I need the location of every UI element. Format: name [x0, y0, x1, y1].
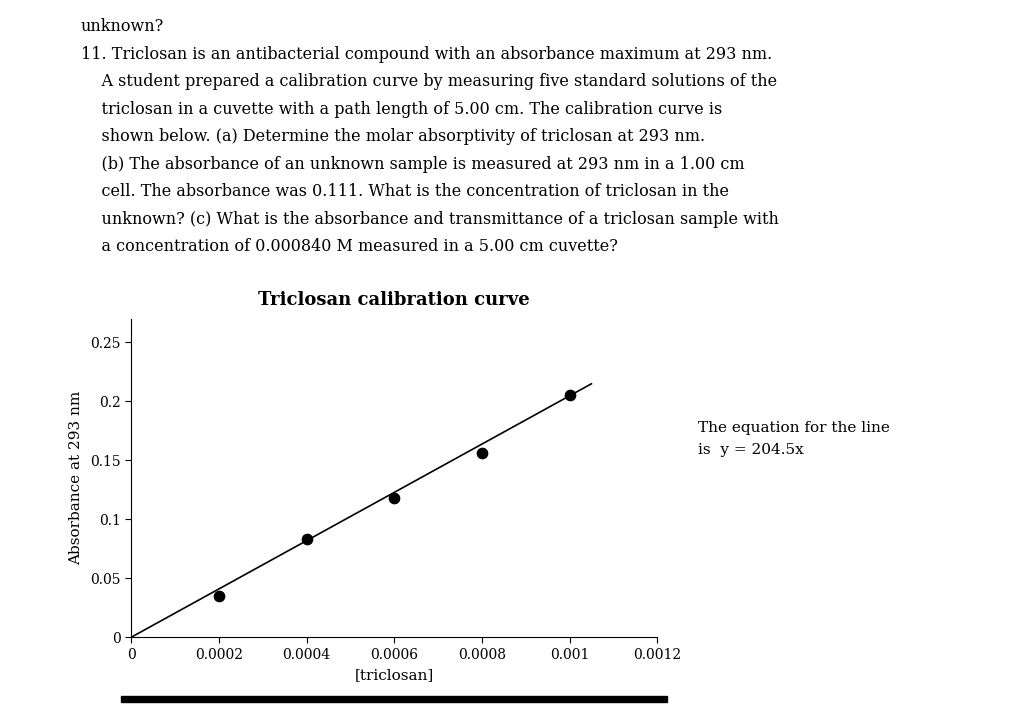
Text: shown below. (a) Determine the molar absorptivity of triclosan at 293 nm.: shown below. (a) Determine the molar abs…: [81, 128, 705, 145]
X-axis label: [triclosan]: [triclosan]: [355, 668, 434, 683]
Text: cell. The absorbance was 0.111. What is the concentration of triclosan in the: cell. The absorbance was 0.111. What is …: [81, 183, 729, 200]
Point: [386, 492, 402, 504]
Title: Triclosan calibration curve: Triclosan calibration curve: [259, 290, 530, 308]
Point: [561, 390, 577, 401]
Point: [474, 447, 490, 459]
Text: triclosan in a cuvette with a path length of 5.00 cm. The calibration curve is: triclosan in a cuvette with a path lengt…: [81, 101, 722, 117]
Text: (b) The absorbance of an unknown sample is measured at 293 nm in a 1.00 cm: (b) The absorbance of an unknown sample …: [81, 156, 744, 172]
Text: unknown?: unknown?: [81, 18, 164, 35]
Point: [211, 590, 227, 602]
Y-axis label: Absorbance at 293 nm: Absorbance at 293 nm: [70, 391, 84, 565]
Text: is  y = 204.5x: is y = 204.5x: [698, 442, 804, 457]
Text: unknown? (c) What is the absorbance and transmittance of a triclosan sample with: unknown? (c) What is the absorbance and …: [81, 211, 778, 227]
Point: [298, 534, 314, 545]
Text: The equation for the line: The equation for the line: [698, 421, 890, 435]
Text: 11. Triclosan is an antibacterial compound with an absorbance maximum at 293 nm.: 11. Triclosan is an antibacterial compou…: [81, 46, 772, 62]
Text: A student prepared a calibration curve by measuring five standard solutions of t: A student prepared a calibration curve b…: [81, 73, 777, 90]
Text: a concentration of 0.000840 M measured in a 5.00 cm cuvette?: a concentration of 0.000840 M measured i…: [81, 238, 618, 255]
